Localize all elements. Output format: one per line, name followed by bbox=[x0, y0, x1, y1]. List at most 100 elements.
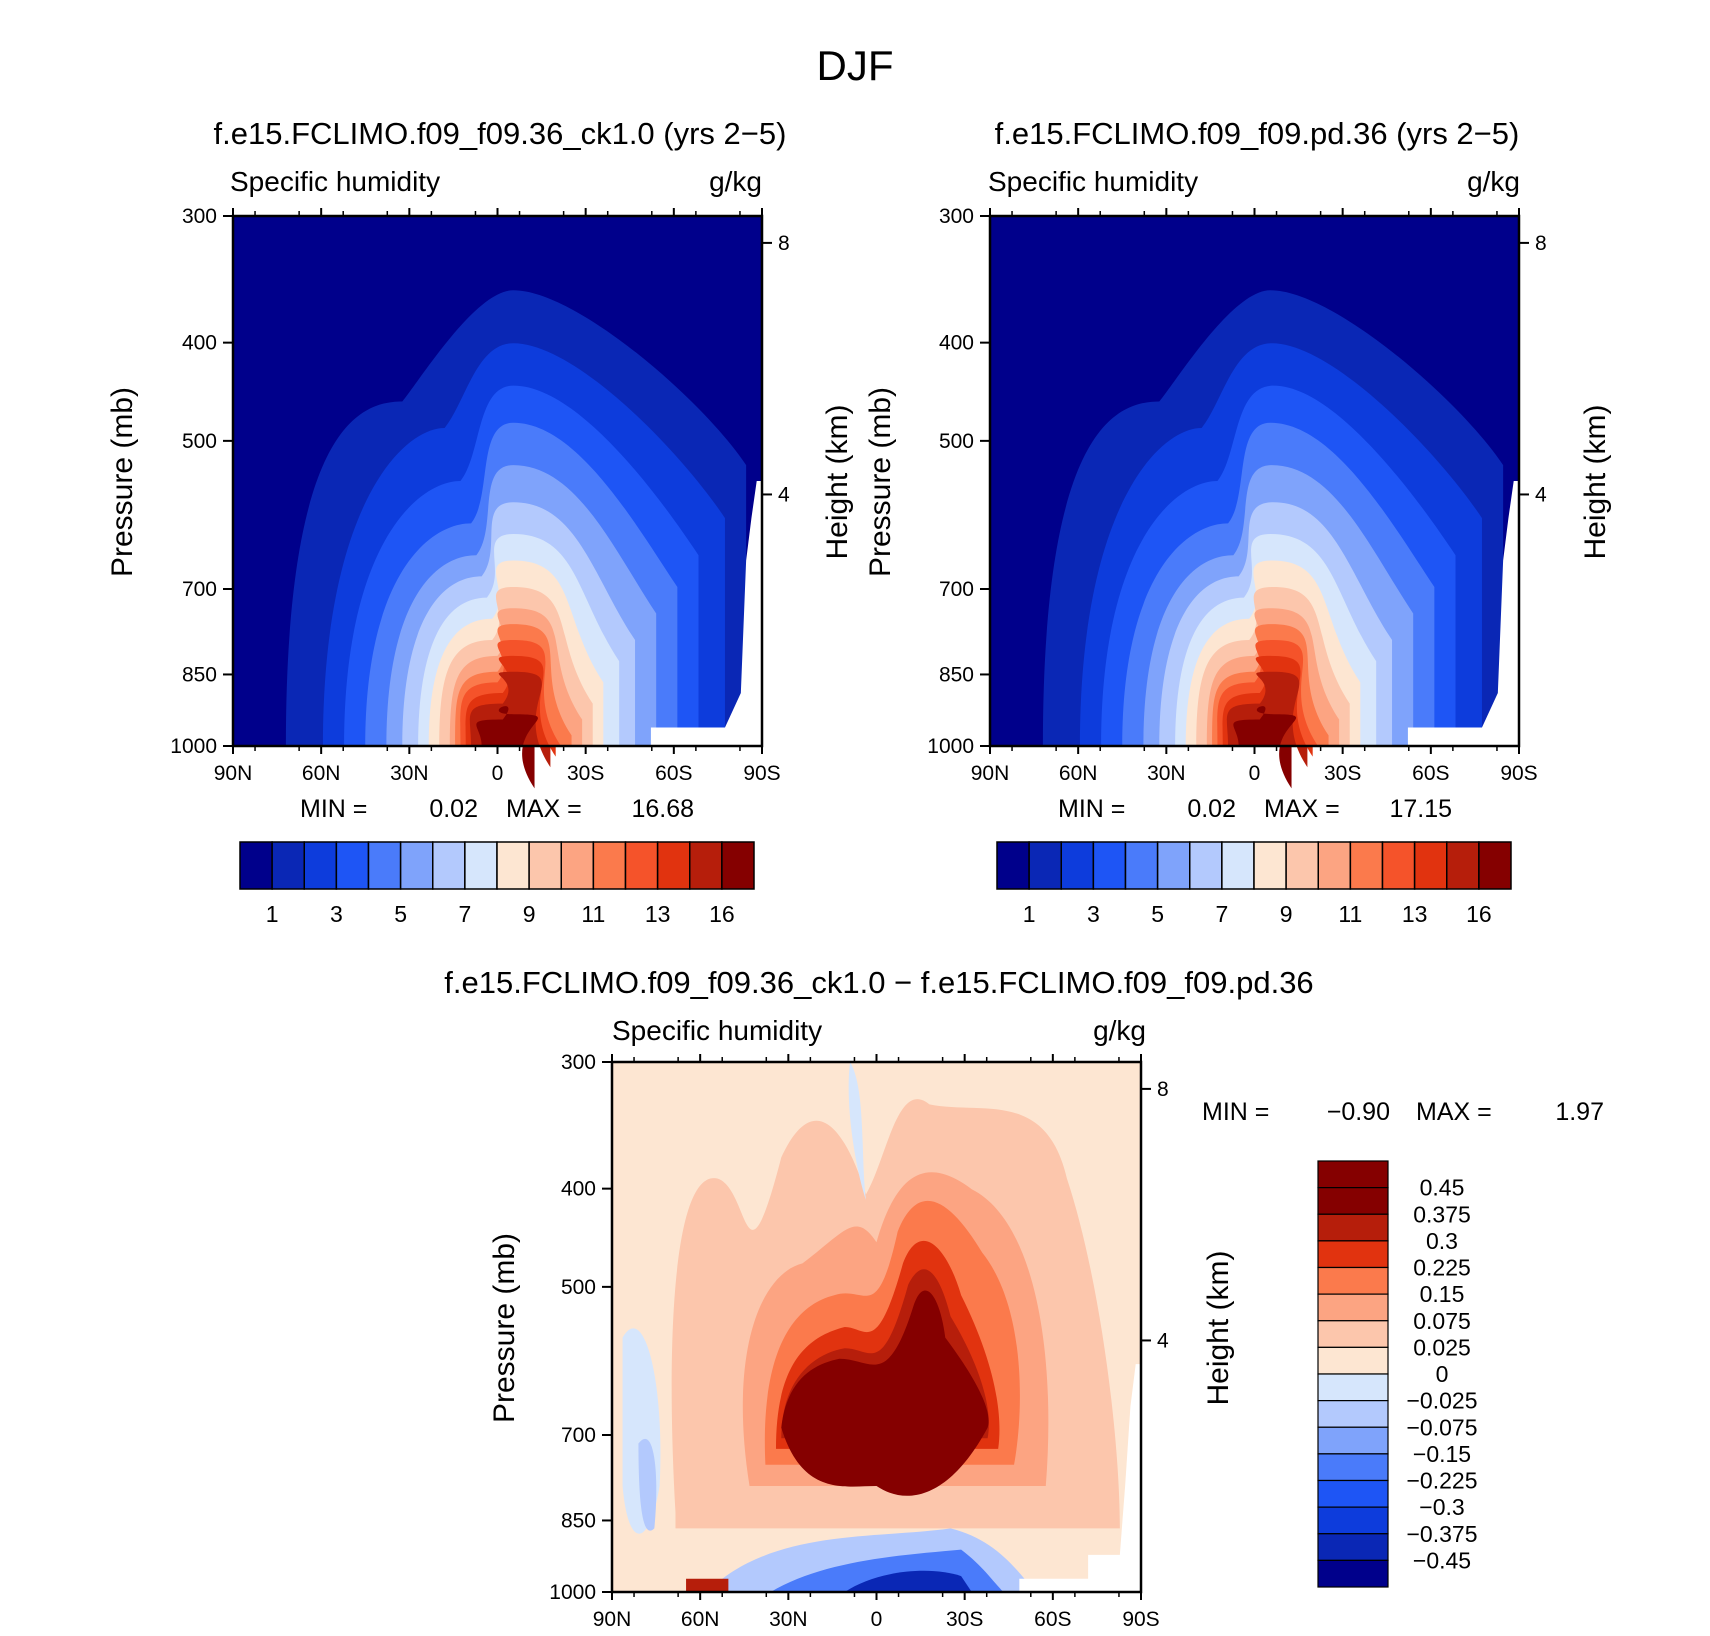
colorbar-swatch bbox=[1124, 841, 1159, 890]
colorbar-swatch bbox=[560, 841, 595, 890]
panel-right-min-value: 0.02 bbox=[1187, 795, 1236, 823]
colorbar-swatch bbox=[1317, 1160, 1389, 1189]
x-tick-label: 60S bbox=[1412, 762, 1449, 785]
colorbar-swatch bbox=[303, 841, 338, 890]
diff-contour-6 bbox=[848, 1062, 866, 1200]
colorbar-label: 5 bbox=[1151, 901, 1164, 927]
x-tick-label: 90S bbox=[743, 762, 780, 785]
panel-diff: f.e15.FCLIMO.f09_f09.36_ck1.0 − f.e15.FC… bbox=[444, 965, 1604, 1631]
colorbar-swatch bbox=[1317, 1533, 1389, 1561]
y-right-tick-label: 8 bbox=[1535, 232, 1547, 255]
missing-data-mask bbox=[1407, 481, 1519, 746]
y-tick-label: 500 bbox=[561, 1276, 596, 1299]
y-tick-label: 1000 bbox=[927, 735, 974, 758]
x-tick-label: 90N bbox=[971, 762, 1010, 785]
panel-right-ylabel-right: Height (km) bbox=[1579, 404, 1612, 559]
colorbar-label: 9 bbox=[1280, 901, 1293, 927]
colorbar-label: 7 bbox=[1215, 901, 1228, 927]
panel-right-title: f.e15.FCLIMO.f09_f09.pd.36 (yrs 2−5) bbox=[995, 116, 1520, 151]
colorbar-swatch bbox=[1092, 841, 1127, 890]
x-tick-label: 60S bbox=[1034, 1608, 1071, 1631]
colorbar-swatch bbox=[1221, 841, 1255, 890]
colorbar-label: 11 bbox=[581, 901, 605, 927]
panel-left: f.e15.FCLIMO.f09_f09.36_ck1.0 (yrs 2−5) … bbox=[106, 116, 854, 927]
panel-left-units: g/kg bbox=[709, 166, 762, 197]
y-tick-label: 1000 bbox=[549, 1581, 596, 1604]
y-tick-label: 850 bbox=[561, 1509, 596, 1532]
colorbar-swatch bbox=[1317, 1346, 1389, 1375]
y-tick-label: 400 bbox=[939, 332, 974, 355]
colorbar-swatch bbox=[592, 841, 627, 890]
y-right-tick-label: 4 bbox=[1535, 483, 1547, 506]
colorbar-swatch bbox=[1028, 841, 1062, 890]
colorbar-swatch bbox=[1317, 1240, 1389, 1269]
colorbar-swatch bbox=[1317, 1506, 1389, 1535]
colorbar-label: −0.025 bbox=[1407, 1388, 1478, 1414]
colorbar-swatch bbox=[1317, 1187, 1389, 1215]
x-tick-label: 0 bbox=[871, 1608, 883, 1631]
panel-diff-min-label: MIN = bbox=[1202, 1098, 1269, 1126]
y-right-tick-label: 4 bbox=[1157, 1329, 1169, 1352]
panel-right-axes: 90N 60N 30N 0 30S 60S 90S 300 400 500 700 850 1000 8 4 bbox=[927, 205, 1547, 785]
y-tick-label: 500 bbox=[939, 430, 974, 453]
x-tick-label: 30S bbox=[946, 1608, 983, 1631]
x-tick-label: 30N bbox=[1147, 762, 1186, 785]
colorbar-label: −0.225 bbox=[1407, 1468, 1478, 1494]
panel-diff-units: g/kg bbox=[1093, 1015, 1146, 1046]
panel-left-min-value: 0.02 bbox=[429, 795, 478, 823]
x-tick-label: 30N bbox=[769, 1608, 808, 1631]
humidity-band-15 bbox=[1233, 706, 1297, 789]
diff-contour-11 bbox=[844, 1570, 972, 1592]
colorbar-swatch bbox=[1060, 841, 1095, 890]
colorbar-label: −0.075 bbox=[1407, 1414, 1478, 1440]
panel-diff-title: f.e15.FCLIMO.f09_f09.36_ck1.0 − f.e15.FC… bbox=[444, 965, 1313, 1000]
colorbar-swatch bbox=[996, 841, 1030, 890]
colorbar-label: −0.375 bbox=[1407, 1521, 1478, 1547]
missing-data-mask bbox=[650, 481, 762, 746]
colorbar-label: −0.3 bbox=[1419, 1494, 1464, 1520]
colorbar-label: 0.15 bbox=[1420, 1281, 1465, 1307]
panel-diff-axes: 90N 60N 30N 0 30S 60S 90S 300 400 500 700 850 1000 8 4 bbox=[549, 1051, 1169, 1631]
colorbar-swatch bbox=[1317, 841, 1352, 890]
x-tick-label: 90N bbox=[214, 762, 253, 785]
colorbar-swatch bbox=[1317, 1266, 1389, 1295]
x-tick-label: 30N bbox=[390, 762, 429, 785]
colorbar-label: 1 bbox=[266, 901, 279, 927]
panel-left-axes: 90N 60N 30N 0 30S 60S 90S 300 400 500 700 850 1000 8 4 bbox=[170, 205, 790, 785]
colorbar-label: 0.225 bbox=[1413, 1255, 1471, 1281]
panel-right-variable: Specific humidity bbox=[988, 166, 1198, 197]
panel-left-colorbar: 1 3 5 7 9 11 13 16 bbox=[239, 841, 755, 927]
colorbar-swatch bbox=[1349, 841, 1384, 890]
colorbar-label: 0.375 bbox=[1413, 1201, 1471, 1227]
y-tick-label: 400 bbox=[182, 332, 217, 355]
panel-left-ylabel-right: Height (km) bbox=[821, 404, 854, 559]
colorbar-swatch bbox=[1317, 1479, 1389, 1508]
x-tick-label: 90S bbox=[1500, 762, 1537, 785]
colorbar-label: 0.025 bbox=[1413, 1334, 1471, 1360]
colorbar-swatch bbox=[271, 841, 305, 890]
colorbar-swatch bbox=[1317, 1213, 1389, 1242]
colorbar-label: 13 bbox=[645, 901, 671, 927]
y-tick-label: 700 bbox=[561, 1424, 596, 1447]
y-tick-label: 700 bbox=[182, 578, 217, 601]
panel-left-min-label: MIN = bbox=[300, 795, 367, 823]
x-tick-label: 0 bbox=[492, 762, 504, 785]
colorbar-swatch bbox=[528, 841, 562, 890]
colorbar-label: 7 bbox=[458, 901, 471, 927]
x-tick-label: 90S bbox=[1122, 1608, 1159, 1631]
colorbar-label: 16 bbox=[709, 901, 735, 927]
diff-contour-12 bbox=[686, 1578, 729, 1592]
diff-contour-5 bbox=[781, 1290, 989, 1496]
colorbar-label: 1 bbox=[1023, 901, 1036, 927]
y-right-tick-label: 8 bbox=[778, 232, 790, 255]
y-tick-label: 850 bbox=[939, 663, 974, 686]
colorbar-label: 0.075 bbox=[1413, 1308, 1471, 1334]
colorbar-swatch bbox=[464, 841, 498, 890]
colorbar-label: 3 bbox=[1087, 901, 1100, 927]
y-right-tick-label: 4 bbox=[778, 483, 790, 506]
y-tick-label: 400 bbox=[561, 1178, 596, 1201]
panel-right-plot bbox=[990, 216, 1519, 789]
colorbar-label: 16 bbox=[1466, 901, 1492, 927]
panel-left-ylabel: Pressure (mb) bbox=[106, 387, 139, 577]
